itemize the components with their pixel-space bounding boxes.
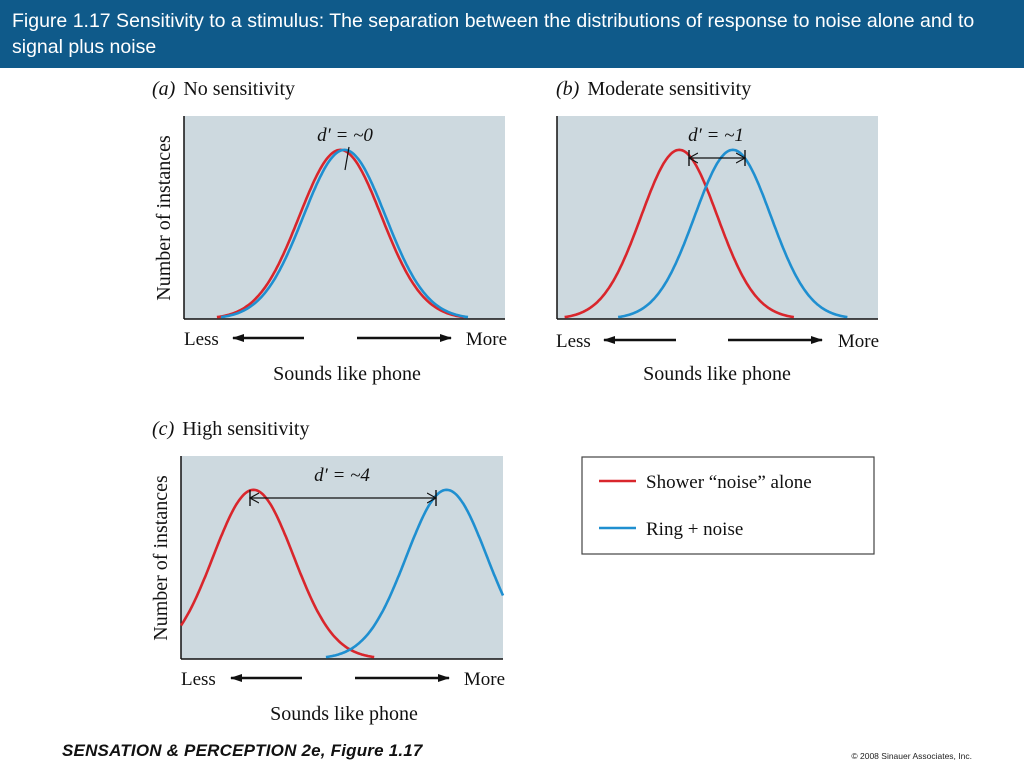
panel-b-xlabel: Sounds like phone [643, 363, 791, 385]
panel-a-x-more-label: More [466, 329, 507, 350]
panel-a-x-less-label: Less [184, 329, 219, 350]
legend: Shower “noise” alone Ring + noise [581, 456, 875, 555]
footer-source: SENSATION & PERCEPTION 2e, Figure 1.17 [62, 741, 423, 760]
panel-a-letter: a [159, 78, 169, 100]
panel-c-title-text: High sensitivity [182, 418, 309, 440]
panel-c-title: (c) High sensitivity [152, 418, 309, 440]
panel-a-title: (a) No sensitivity [152, 78, 295, 100]
panel-c-xlabel: Sounds like phone [270, 703, 418, 725]
panel-b: (b) Moderate sensitivity d′ = ~1 Less Mor… [556, 78, 879, 385]
panel-b-series-noise-alone [564, 148, 795, 319]
panel-b-title-text: Moderate sensitivity [587, 78, 751, 100]
panel-c: (c) High sensitivity d′ = ~4 Number of in… [150, 418, 505, 725]
panel-a: (a) No sensitivity d′ = ~0 Number of inst… [152, 78, 507, 385]
panel-b-series-ring-plus-noise [617, 148, 848, 319]
panel-b-x-less-label: Less [556, 331, 591, 352]
panel-a-dprime-label: d′ = ~0 [317, 125, 373, 146]
panel-a-ylabel: Number of instances [153, 135, 175, 301]
panel-b-title: (b) Moderate sensitivity [556, 78, 751, 100]
panel-a-xlabel: Sounds like phone [273, 363, 421, 385]
panel-b-x-more-label: More [838, 331, 879, 352]
panel-a-dprime-pointer [344, 146, 350, 171]
panel-c-letter: c [159, 418, 168, 440]
panel-c-series-noise-alone [179, 488, 375, 659]
panel-b-letter: b [563, 78, 573, 100]
figure-header: Figure 1.17 Sensitivity to a stimulus: T… [0, 0, 1024, 68]
panel-b-dprime-label: d′ = ~1 [688, 125, 744, 146]
panel-c-x-more-label: More [464, 669, 505, 690]
legend-box [581, 456, 875, 555]
panel-c-series-ring-plus-noise [325, 488, 505, 659]
panel-a-series-ring-plus-noise [220, 148, 469, 319]
panel-c-x-less-label: Less [181, 669, 216, 690]
panel-c-ylabel: Number of instances [150, 475, 172, 641]
footer-copyright: © 2008 Sinauer Associates, Inc. [851, 751, 972, 761]
panel-c-plot-area [181, 456, 503, 659]
legend-label-ring-plus-noise: Ring + noise [646, 519, 743, 540]
panel-a-title-text: No sensitivity [183, 78, 295, 100]
figure-caption: Figure 1.17 Sensitivity to a stimulus: T… [12, 10, 975, 58]
panel-a-plot-area [184, 116, 505, 319]
legend-label-noise-alone: Shower “noise” alone [646, 472, 812, 493]
panel-c-dprime-label: d′ = ~4 [314, 465, 370, 486]
